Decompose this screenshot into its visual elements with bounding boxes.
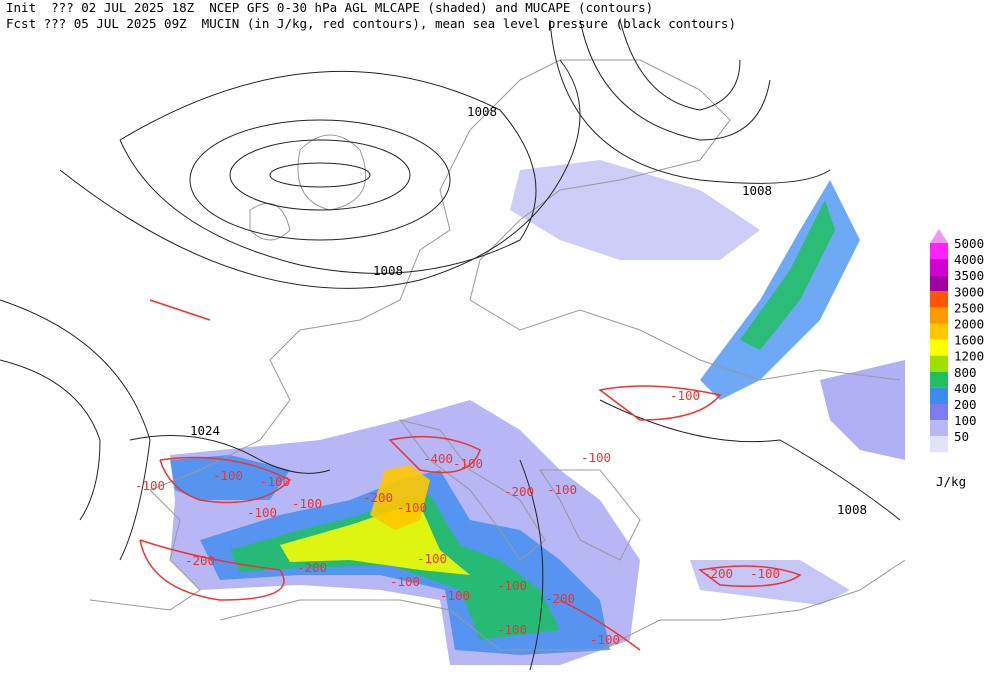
colorbar-swatch <box>930 259 948 276</box>
colorbar-swatch <box>930 323 948 340</box>
isobar <box>519 459 544 671</box>
cin-label: -100 <box>497 578 527 593</box>
colorbar-label: 4000 <box>954 252 984 267</box>
coastline <box>539 469 641 561</box>
cin-label: -100 <box>547 482 577 497</box>
pressure-label: 1008 <box>373 263 403 278</box>
cin-label: -100 <box>260 474 290 489</box>
cin-label: -200 <box>545 591 575 606</box>
cin-label: -200 <box>185 553 215 568</box>
colorbar-swatch <box>930 307 948 324</box>
header-line: Init ??? 02 JUL 2025 18Z NCEP GFS 0-30 h… <box>6 0 653 15</box>
cin-contour <box>598 385 722 421</box>
cin-label: -200 <box>703 566 733 581</box>
isobar <box>599 399 901 521</box>
cin-label: -100 <box>390 574 420 589</box>
colorbar-swatch <box>930 275 948 292</box>
colorbar-label: 2000 <box>954 317 984 332</box>
colorbar-label: 400 <box>954 381 977 396</box>
header-line: Fcst ??? 05 JUL 2025 09Z MUCIN (in J/kg,… <box>6 16 736 31</box>
colorbar-swatch <box>930 404 948 421</box>
isobar <box>0 359 101 521</box>
cin-label: -100 <box>670 388 700 403</box>
pressure-label: 1008 <box>837 502 867 517</box>
colorbar-label: 800 <box>954 365 977 380</box>
cin-contour <box>559 599 641 651</box>
isobar <box>0 299 151 561</box>
colorbar-label: 3000 <box>954 284 984 299</box>
pressure-label: 1008 <box>742 183 772 198</box>
pressure-label: 1008 <box>467 104 497 119</box>
isobar <box>59 59 581 289</box>
coastline <box>398 419 546 561</box>
map <box>0 19 906 671</box>
cin-contour <box>139 539 285 601</box>
colorbar-swatch <box>930 243 948 260</box>
colorbar-label: 200 <box>954 397 977 412</box>
cin-label: -100 <box>397 500 427 515</box>
colorbar-swatch <box>930 291 948 308</box>
cin-label: -100 <box>581 450 611 465</box>
cape-area <box>230 495 560 640</box>
cape-area <box>510 160 760 260</box>
cape-area <box>690 560 850 605</box>
cape-area <box>280 505 470 575</box>
cin-label: -100 <box>440 588 470 603</box>
coastline <box>89 59 901 611</box>
cin-label: -400 <box>423 451 453 466</box>
cin-label: -200 <box>363 490 393 505</box>
cape-area <box>170 455 290 500</box>
cape-area <box>820 360 905 460</box>
cape-area <box>740 200 835 350</box>
colorbar-unit: J/kg <box>936 474 966 489</box>
cin-label: -100 <box>750 566 780 581</box>
colorbar-arrow <box>930 229 948 243</box>
colorbar-swatch <box>930 355 948 372</box>
cin-label: -100 <box>590 632 620 647</box>
cin-label: -100 <box>417 551 447 566</box>
colorbar-label: 1200 <box>954 349 984 364</box>
colorbar-label: 2500 <box>954 300 984 315</box>
cin-contour <box>149 299 211 321</box>
coastline <box>297 134 367 211</box>
cin-label: -100 <box>247 505 277 520</box>
isobar <box>189 119 451 241</box>
isobar <box>579 19 771 141</box>
isobar <box>269 162 371 188</box>
isobar <box>229 139 411 211</box>
coastline <box>249 202 291 241</box>
isobar <box>619 19 741 111</box>
colorbar-label: 3500 <box>954 268 984 283</box>
cin-label: -100 <box>135 478 165 493</box>
colorbar-label: 100 <box>954 413 977 428</box>
cin-label: -100 <box>453 456 483 471</box>
cin-contour <box>388 435 481 474</box>
colorbar-swatch <box>930 387 948 404</box>
cin-contour <box>698 565 802 587</box>
pressure-label: 1024 <box>190 423 220 438</box>
isobar <box>129 435 331 474</box>
colorbar-label: 1600 <box>954 333 984 348</box>
cin-contour <box>159 456 292 504</box>
colorbar-label: 50 <box>954 429 969 444</box>
cin-label: -200 <box>504 484 534 499</box>
colorbar-label: 5000 <box>954 236 984 251</box>
colorbar-swatch <box>930 371 948 388</box>
cape-area <box>370 465 430 530</box>
cin-label: -200 <box>297 560 327 575</box>
cin-label: -100 <box>497 622 527 637</box>
colorbar-swatch <box>930 436 948 453</box>
colorbar-swatch <box>930 420 948 437</box>
cin-label: -100 <box>292 496 322 511</box>
colorbar-swatch <box>930 339 948 356</box>
coastline <box>219 559 906 651</box>
isobar <box>549 19 831 184</box>
cin-label: -100 <box>213 468 243 483</box>
isobar <box>119 70 537 274</box>
